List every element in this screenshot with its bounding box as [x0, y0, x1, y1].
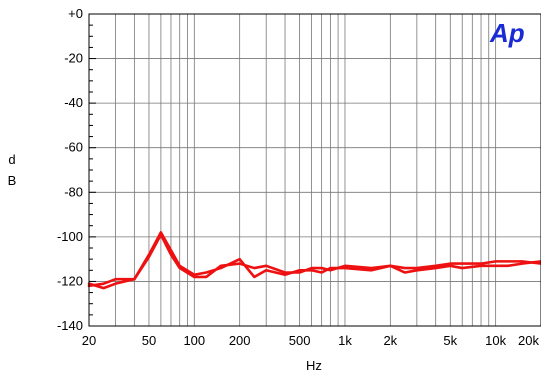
- x-tick-label: 2k: [383, 333, 397, 348]
- y-tick-label: -20: [64, 51, 83, 66]
- x-tick-label: 20k: [518, 333, 539, 348]
- x-tick-label: 200: [229, 333, 251, 348]
- x-axis-label: Hz: [306, 358, 322, 373]
- y-tick-label: -120: [57, 273, 83, 288]
- plot-frame: [88, 13, 541, 327]
- y-tick-label: -100: [57, 229, 83, 244]
- x-tick-label: 10k: [485, 333, 506, 348]
- y-axis-label-b: B: [8, 173, 17, 188]
- series-line-2: [87, 233, 541, 290]
- grid: [88, 13, 541, 327]
- ap-logo: Ap: [489, 18, 525, 48]
- y-tick-label: -40: [64, 95, 83, 110]
- x-tick-label: 1k: [338, 333, 352, 348]
- x-tick-label: 100: [183, 333, 205, 348]
- y-tick-label: -60: [64, 140, 83, 155]
- x-tick-label: 5k: [443, 333, 457, 348]
- x-tick-label: 500: [289, 333, 311, 348]
- y-tick-label: -140: [57, 318, 83, 333]
- y-tick-label: +0: [68, 6, 83, 21]
- series-lines: [87, 231, 541, 290]
- y-axis-label-d: d: [8, 152, 15, 167]
- x-tick-label: 20: [82, 333, 96, 348]
- x-tick-label: 50: [142, 333, 156, 348]
- y-tick-label: -80: [64, 184, 83, 199]
